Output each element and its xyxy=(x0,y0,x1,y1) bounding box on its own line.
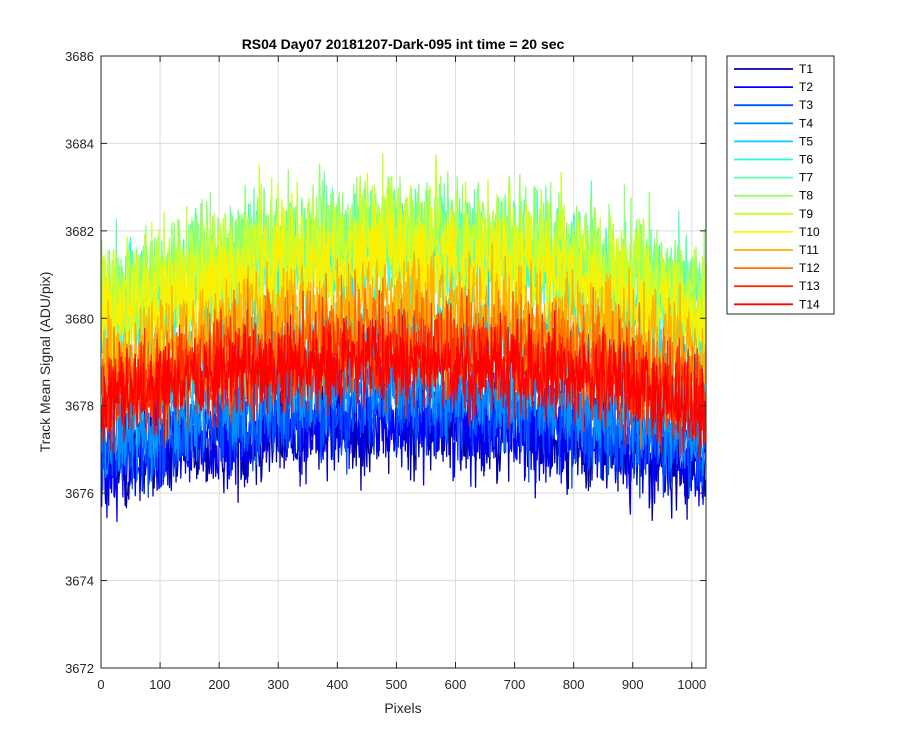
legend-label-t7: T7 xyxy=(799,171,813,185)
legend-box xyxy=(726,55,835,315)
x-axis-label: Pixels xyxy=(384,700,421,716)
series-line-t11 xyxy=(101,243,706,430)
series-lines xyxy=(101,153,706,523)
y-tick-label: 3680 xyxy=(65,311,94,326)
y-tick-label: 3686 xyxy=(65,49,94,64)
legend-label-t4: T4 xyxy=(799,116,813,130)
legend-label-t8: T8 xyxy=(799,189,813,203)
plot-area-frame xyxy=(100,55,707,669)
legend-label-t1: T1 xyxy=(799,62,813,76)
series-line-t3 xyxy=(101,342,706,499)
legend-label-t6: T6 xyxy=(799,153,813,167)
legend-label-t9: T9 xyxy=(799,207,813,221)
legend-label-t11: T11 xyxy=(799,243,819,257)
legend: T1 T2 T3 T4 T5 T6 T7 T8 T9 T10 T11 T12 T13 T14 xyxy=(726,55,835,315)
axis-ticks: 0 100 200 300 400 500 600 700 800 900 1000 3672 3674… xyxy=(65,49,706,692)
legend-label-t12: T12 xyxy=(799,261,820,275)
x-tick-label: 900 xyxy=(622,677,644,692)
legend-label-t13: T13 xyxy=(799,279,820,293)
x-tick-label: 200 xyxy=(208,677,230,692)
x-tick-label: 0 xyxy=(97,677,104,692)
x-tick-label: 500 xyxy=(386,677,408,692)
y-tick-label: 3678 xyxy=(65,399,94,414)
x-tick-label: 300 xyxy=(267,677,289,692)
legend-label-t5: T5 xyxy=(799,134,813,148)
x-tick-label: 400 xyxy=(326,677,348,692)
y-tick-label: 3672 xyxy=(65,661,94,676)
x-tick-label: 100 xyxy=(149,677,171,692)
y-tick-label: 3684 xyxy=(65,136,94,151)
y-axis-label: Track Mean Signal (ADU/pix) xyxy=(37,272,53,453)
y-tick-label: 3682 xyxy=(65,224,94,239)
x-tick-label: 700 xyxy=(504,677,526,692)
x-tick-label: 600 xyxy=(445,677,467,692)
legend-label-t2: T2 xyxy=(799,80,813,94)
legend-label-t10: T10 xyxy=(799,225,820,239)
legend-label-t14: T14 xyxy=(799,297,820,311)
x-tick-label: 1000 xyxy=(677,677,706,692)
y-tick-label: 3674 xyxy=(65,574,94,589)
chart-title: RS04 Day07 20181207-Dark-095 int time = … xyxy=(242,36,565,52)
y-tick-label: 3676 xyxy=(65,486,94,501)
x-tick-label: 800 xyxy=(563,677,585,692)
legend-label-t3: T3 xyxy=(799,98,813,112)
series-line-t14 xyxy=(101,310,706,460)
